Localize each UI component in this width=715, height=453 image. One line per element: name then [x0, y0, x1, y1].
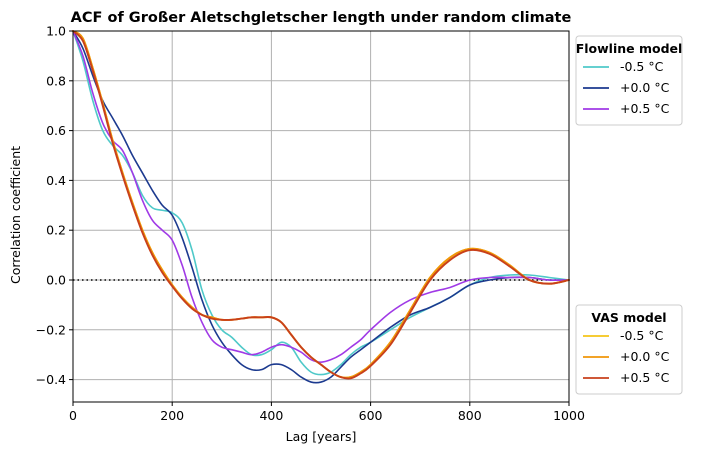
legend-title: Flowline model	[576, 41, 683, 56]
chart-title: ACF of Großer Aletschgletscher length un…	[71, 10, 572, 26]
legend-vas-model: VAS model -0.5 °C +0.0 °C +0.5 °C	[575, 304, 683, 395]
x-tick-label: 800	[458, 408, 482, 423]
y-tick-label: −0.4	[36, 372, 66, 387]
y-tick-label: 0.2	[46, 223, 66, 238]
y-axis-label: Correlation coefficient	[8, 146, 23, 284]
legend-box	[575, 304, 683, 395]
legend-entry-label: -0.5 °C	[620, 59, 664, 74]
y-tick-label: 0.6	[46, 123, 66, 138]
plot-frame	[72, 30, 570, 403]
y-tick-label: −0.2	[36, 322, 66, 337]
x-tick-label: 1000	[553, 408, 585, 423]
x-axis-label: Lag [years]	[286, 429, 357, 444]
series-layer	[72, 30, 570, 384]
legend-entry-label: +0.0 °C	[620, 349, 670, 364]
series-line-flowline-model-0-5-c	[72, 30, 570, 376]
x-tick-label: 600	[359, 408, 383, 423]
series-line-vas-model-0-5-c	[72, 30, 570, 380]
ticks: 0 200 400 600 800 1000 −0.4 −0.2 0.0 0.2 0.4 0.6 0.8…	[36, 24, 585, 424]
legend-title: VAS model	[591, 310, 666, 325]
legend-entry-label: +0.5 °C	[620, 101, 670, 116]
legend-entry-label: +0.5 °C	[620, 370, 670, 385]
series-line-flowline-model-0-0-c	[72, 30, 570, 384]
legend-box	[575, 35, 683, 126]
x-tick-label: 0	[69, 408, 77, 423]
y-tick-label: 0.0	[46, 272, 66, 287]
series-line-vas-model-0-5-c	[72, 30, 570, 379]
y-tick-label: 0.4	[46, 173, 66, 188]
legend-entry-label: +0.0 °C	[620, 80, 670, 95]
x-tick-label: 200	[160, 408, 184, 423]
series-line-vas-model-0-0-c	[72, 30, 570, 379]
grid	[72, 30, 570, 402]
x-tick-label: 400	[259, 408, 283, 423]
legend-entry-label: -0.5 °C	[620, 328, 664, 343]
series-line-flowline-model-0-5-c	[72, 30, 570, 363]
y-tick-label: 1.0	[46, 24, 66, 39]
y-tick-label: 0.8	[46, 73, 66, 88]
legend-flowline-model: Flowline model -0.5 °C +0.0 °C +0.5 °C	[575, 35, 683, 126]
